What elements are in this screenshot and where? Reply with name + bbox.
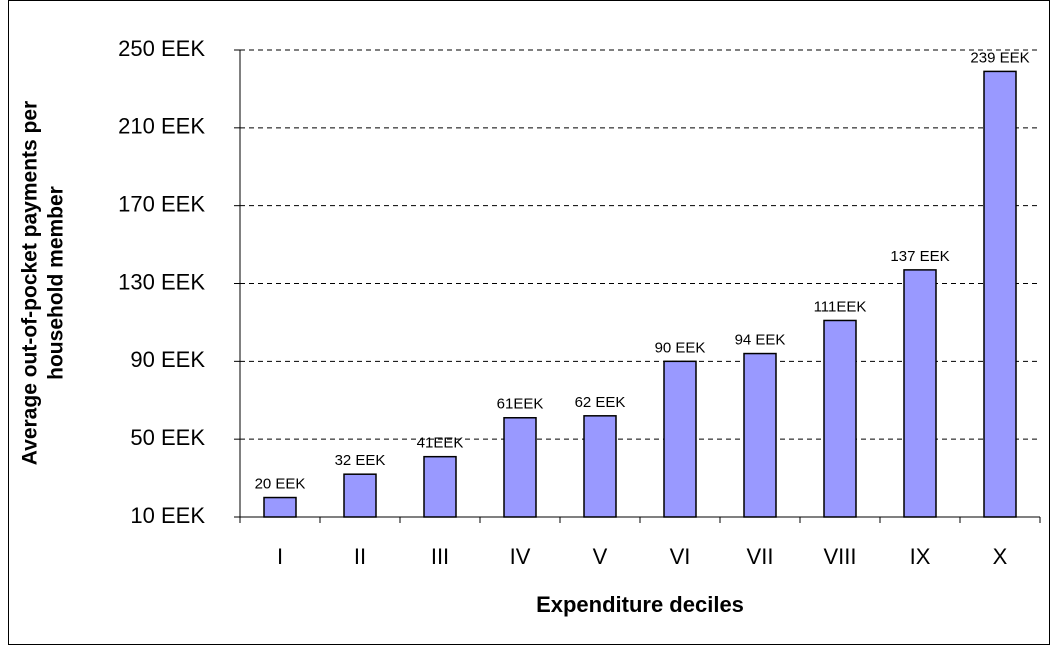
- x-tick-label: I: [277, 544, 283, 569]
- data-label: 61EEK: [497, 396, 544, 413]
- bar: [343, 473, 377, 518]
- y-tick-label: 170 EEK: [118, 191, 205, 216]
- data-label: 239 EEK: [970, 49, 1029, 66]
- bar: [503, 417, 537, 518]
- y-tick-label: 210 EEK: [118, 114, 205, 139]
- bar: [583, 415, 617, 518]
- y-axis-title-line: household member: [45, 186, 68, 380]
- bar: [983, 70, 1017, 518]
- y-axis-title: Average out-of-pocket payments per house…: [19, 101, 68, 465]
- y-tick-label: 250 EEK: [118, 36, 205, 61]
- bar: [903, 269, 937, 518]
- y-axis-title-line: Average out-of-pocket payments per: [19, 101, 42, 465]
- x-tick-label: VIII: [823, 544, 856, 569]
- y-tick-label: 90 EEK: [130, 347, 205, 372]
- y-tick-label: 50 EEK: [130, 425, 205, 450]
- data-label: 20 EEK: [255, 476, 306, 493]
- x-tick-label: III: [431, 544, 449, 569]
- x-tick-label: VI: [670, 544, 691, 569]
- y-tick-label: 130 EEK: [118, 269, 205, 294]
- x-tick-label: V: [593, 544, 608, 569]
- x-axis-title: Expenditure deciles: [536, 592, 744, 617]
- data-label: 32 EEK: [335, 452, 386, 469]
- x-tick-label: IX: [910, 544, 931, 569]
- bar: [743, 352, 777, 518]
- bar: [263, 496, 297, 518]
- bar: [423, 455, 457, 518]
- chart-frame: [8, 0, 1050, 645]
- x-tick-label: II: [354, 544, 366, 569]
- bar: [823, 319, 857, 518]
- bar: [663, 360, 697, 518]
- x-tick-label: VII: [747, 544, 774, 569]
- data-label: 137 EEK: [890, 248, 949, 265]
- data-label: 94 EEK: [735, 332, 786, 349]
- y-tick-label: 10 EEK: [130, 503, 205, 528]
- data-label: 90 EEK: [655, 339, 706, 356]
- data-label: 62 EEK: [575, 394, 626, 411]
- data-label: 111EEK: [814, 298, 867, 315]
- data-label: 41EEK: [417, 435, 464, 452]
- x-tick-label: X: [993, 544, 1008, 569]
- x-tick-label: IV: [510, 544, 531, 569]
